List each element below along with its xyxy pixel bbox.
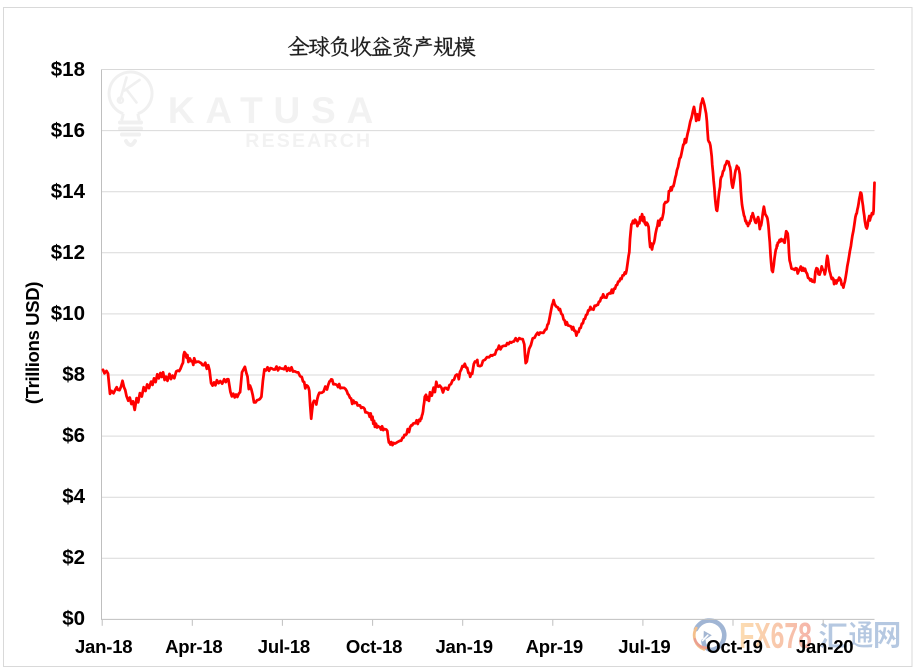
svg-text:FX678: FX678 — [739, 615, 812, 656]
svg-text:KATUSA: KATUSA — [168, 90, 373, 131]
svg-text:RESEARCH: RESEARCH — [245, 130, 370, 152]
